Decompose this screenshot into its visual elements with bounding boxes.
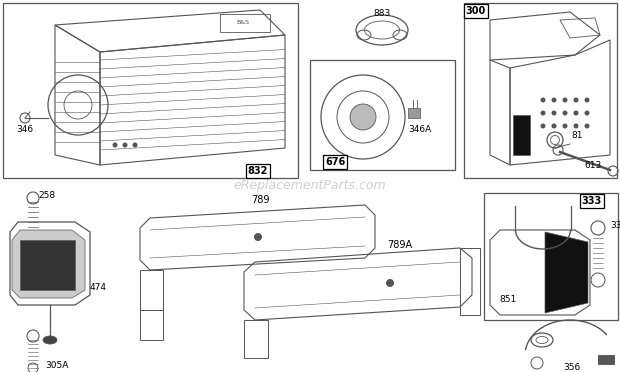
Text: 851: 851 [499, 295, 516, 305]
Circle shape [541, 124, 546, 128]
Text: 300: 300 [466, 6, 486, 16]
Text: 305A: 305A [45, 360, 68, 369]
Bar [460, 248, 480, 315]
Circle shape [562, 110, 567, 115]
Text: 346A: 346A [409, 125, 432, 135]
Polygon shape [513, 115, 530, 155]
Text: 356: 356 [564, 363, 580, 372]
Text: 676: 676 [325, 157, 345, 167]
Polygon shape [408, 108, 420, 118]
Circle shape [585, 110, 590, 115]
Circle shape [574, 124, 578, 128]
Text: 613: 613 [585, 160, 601, 170]
Circle shape [386, 279, 394, 287]
Circle shape [552, 110, 557, 115]
Polygon shape [545, 232, 588, 313]
Circle shape [552, 124, 557, 128]
Text: 258: 258 [38, 192, 55, 201]
Circle shape [562, 124, 567, 128]
Text: 81: 81 [571, 131, 583, 140]
Text: 346: 346 [17, 125, 33, 135]
Text: 832: 832 [248, 166, 268, 176]
Circle shape [552, 97, 557, 103]
Bar [310, 60, 455, 170]
Bar [598, 355, 614, 364]
Circle shape [585, 124, 590, 128]
Ellipse shape [43, 336, 57, 344]
Circle shape [123, 142, 128, 148]
Text: 474: 474 [90, 283, 107, 292]
Text: 334: 334 [610, 221, 620, 231]
Circle shape [133, 142, 138, 148]
Circle shape [350, 104, 376, 130]
Text: B&S: B&S [236, 20, 249, 26]
Bar [20, 240, 75, 290]
Circle shape [562, 97, 567, 103]
Circle shape [541, 97, 546, 103]
Circle shape [574, 110, 578, 115]
Circle shape [574, 97, 578, 103]
Circle shape [112, 142, 118, 148]
Text: 333: 333 [582, 196, 602, 206]
Text: 789A: 789A [388, 240, 412, 250]
Bar [464, 3, 617, 178]
Bar [220, 14, 270, 32]
Circle shape [541, 110, 546, 115]
Circle shape [254, 233, 262, 241]
Text: eReplacementParts.com: eReplacementParts.com [234, 180, 386, 192]
Bar [484, 193, 618, 320]
Circle shape [585, 97, 590, 103]
Bar [3, 3, 298, 178]
Polygon shape [12, 230, 85, 298]
Text: 883: 883 [373, 10, 391, 19]
Bar [140, 270, 163, 310]
Text: 789: 789 [250, 195, 269, 205]
Bar [140, 310, 163, 340]
Bar [244, 320, 268, 358]
